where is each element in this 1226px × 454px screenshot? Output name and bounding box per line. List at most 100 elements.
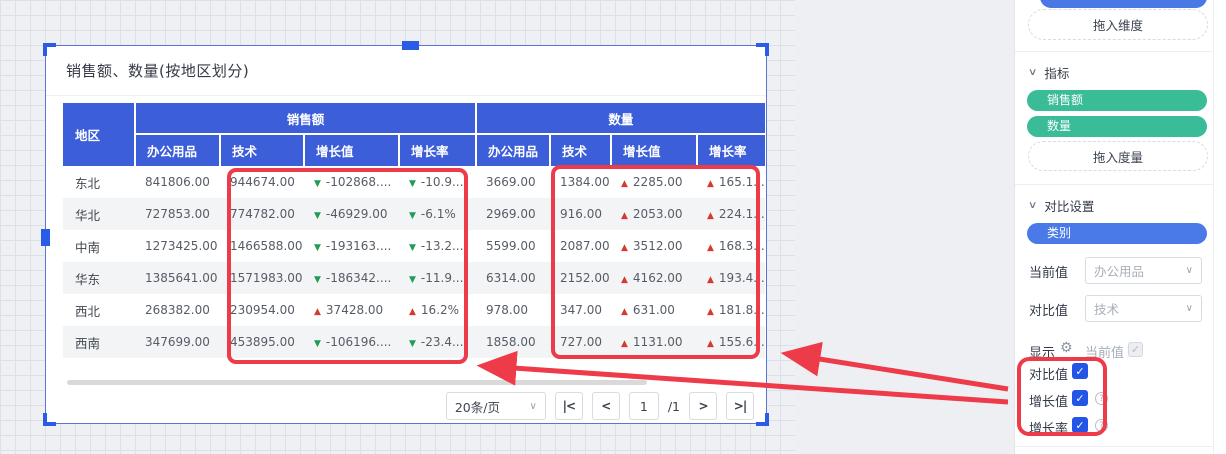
- cell-rate: -6.1%: [399, 198, 476, 230]
- chevron-down-icon: ∨: [1185, 303, 1193, 314]
- config-panel: 拖入维度 ∨ 指标 销售额 数量 拖入度量 ∨ 对比设置 类别 当前值 办公用品…: [1014, 0, 1226, 454]
- page-total-label: /1: [667, 398, 680, 414]
- cell-value: 1273425.00: [145, 239, 218, 253]
- cell-region: 东北: [75, 175, 101, 191]
- chevron-down-icon: ∨: [1027, 200, 1038, 211]
- resize-handle-top-right[interactable]: [756, 43, 769, 56]
- header-qty-growth[interactable]: 增长值: [611, 134, 698, 166]
- cell-region: 西北: [75, 303, 101, 319]
- cell-rate: 168.3...: [697, 230, 765, 262]
- table-row: 华北 727853.00 774782.00 -46929.00 -6.1% 2…: [63, 198, 765, 230]
- chevron-down-icon: ∨: [1027, 67, 1038, 78]
- cell-rate: -13.2...: [399, 230, 476, 262]
- header-qty-tech[interactable]: 技术: [550, 134, 612, 166]
- next-page-button[interactable]: >: [689, 392, 717, 420]
- table-row: 西南 347699.00 453895.00 -106196.... -23.4…: [63, 326, 765, 358]
- dimension-pill-partial[interactable]: [1040, 0, 1207, 8]
- title-divider: [46, 95, 766, 96]
- cell-region: 西南: [75, 335, 101, 351]
- header-qty-office[interactable]: 办公用品: [476, 134, 551, 166]
- cell-growth: 1131.00: [611, 326, 697, 358]
- resize-handle-bottom-right[interactable]: [756, 413, 769, 426]
- panel-divider: [1015, 184, 1213, 185]
- cell-value: 774782.00: [230, 207, 295, 221]
- help-icon[interactable]: [1095, 392, 1108, 405]
- cell-rate: 165.1...: [697, 166, 765, 198]
- growth-rate-checkbox[interactable]: [1072, 417, 1088, 433]
- annotation-box-checkboxes: [1017, 357, 1107, 436]
- header-qty-rate[interactable]: 增长率: [697, 134, 765, 166]
- resize-handle-left-middle[interactable]: [41, 229, 50, 246]
- cell-rate: 224.1...: [697, 198, 765, 230]
- resize-handle-top-middle[interactable]: [402, 41, 419, 50]
- contrast-value-select[interactable]: 技术 ∨: [1085, 295, 1202, 322]
- cell-rate: -10.9...: [399, 166, 476, 198]
- cell-value: 2087.00: [560, 239, 610, 253]
- horizontal-scrollbar[interactable]: [67, 380, 647, 385]
- cell-rate: 16.2%: [399, 294, 476, 326]
- cell-value: 347699.00: [145, 335, 210, 349]
- cell-rate: -11.9...: [399, 262, 476, 294]
- cell-rate: 193.4...: [697, 262, 765, 294]
- canvas-margin: [795, 0, 1014, 454]
- cell-growth: -193163....: [304, 230, 399, 262]
- annotation-box-sales-compare: [227, 168, 468, 364]
- page-size-select[interactable]: 20条/页 ∨: [445, 392, 546, 420]
- resize-handle-bottom-left[interactable]: [43, 413, 56, 426]
- cell-value: 2969.00: [486, 207, 536, 221]
- current-value-text: 办公用品: [1094, 264, 1145, 279]
- header-group-quantity[interactable]: 数量: [476, 103, 765, 135]
- drop-measure-zone[interactable]: 拖入度量: [1028, 141, 1208, 171]
- cell-value: 453895.00: [230, 335, 295, 349]
- table-row: 中南 1273425.00 1466588.00 -193163.... -13…: [63, 230, 765, 262]
- cell-growth: 37428.00: [304, 294, 399, 326]
- cell-region: 华北: [75, 207, 101, 223]
- cell-value: 1385641.00: [145, 271, 218, 285]
- header-group-sales[interactable]: 销售额: [135, 103, 477, 135]
- metrics-section-header[interactable]: ∨ 指标: [1027, 63, 1070, 82]
- table-row: 西北 268382.00 230954.00 37428.00 16.2% 97…: [63, 294, 765, 326]
- compare-section-header[interactable]: ∨ 对比设置: [1027, 196, 1095, 215]
- cell-growth: 2053.00: [611, 198, 697, 230]
- header-region[interactable]: 地区: [63, 103, 136, 166]
- cell-region: 华东: [75, 271, 101, 287]
- table-widget-card[interactable]: 销售额、数量(按地区划分) 地区 销售额 数量 办公用品 技术: [41, 41, 769, 426]
- widget-title: 销售额、数量(按地区划分): [66, 62, 250, 80]
- growth-value-checkbox[interactable]: [1072, 390, 1088, 406]
- cell-rate: 155.6...: [697, 326, 765, 358]
- drop-dimension-zone[interactable]: 拖入维度: [1028, 9, 1208, 40]
- cell-value: 978.00: [486, 303, 528, 317]
- gear-icon[interactable]: ⚙: [1060, 340, 1073, 356]
- header-sales-rate[interactable]: 增长率: [399, 134, 477, 166]
- page-number-input[interactable]: 1: [628, 392, 659, 420]
- compare-section-title: 对比设置: [1044, 199, 1095, 214]
- cell-value: 347.00: [560, 303, 602, 317]
- contrast-checkbox[interactable]: [1072, 363, 1088, 379]
- cell-growth: 631.00: [611, 294, 697, 326]
- cell-value: 1571983.00: [230, 271, 303, 285]
- cell-value: 944674.00: [230, 175, 295, 189]
- resize-handle-top-left[interactable]: [43, 43, 56, 56]
- metric-pill-sales[interactable]: 销售额: [1027, 90, 1207, 111]
- panel-edge-line: [1213, 0, 1214, 454]
- header-sales-growth[interactable]: 增长值: [304, 134, 400, 166]
- header-sales-office[interactable]: 办公用品: [135, 134, 221, 166]
- header-sales-tech[interactable]: 技术: [220, 134, 305, 166]
- checkbox-label-contrast: 对比值: [1029, 368, 1069, 383]
- cell-growth: -186342....: [304, 262, 399, 294]
- prev-page-button[interactable]: <: [591, 392, 620, 420]
- chevron-down-icon: ∨: [1185, 265, 1193, 276]
- cell-value: 230954.00: [230, 303, 295, 317]
- cell-growth: -106196....: [304, 326, 399, 358]
- cell-value: 6314.00: [486, 271, 536, 285]
- first-page-button[interactable]: |<: [554, 392, 583, 420]
- panel-divider: [1015, 446, 1213, 447]
- metrics-section-title: 指标: [1044, 66, 1070, 81]
- cell-value: 916.00: [560, 207, 602, 221]
- compare-pill-category[interactable]: 类别: [1027, 223, 1207, 244]
- last-page-button[interactable]: >|: [726, 392, 754, 420]
- current-value-select[interactable]: 办公用品 ∨: [1085, 257, 1202, 284]
- metric-pill-quantity[interactable]: 数量: [1027, 116, 1207, 137]
- cell-value: 727853.00: [145, 207, 210, 221]
